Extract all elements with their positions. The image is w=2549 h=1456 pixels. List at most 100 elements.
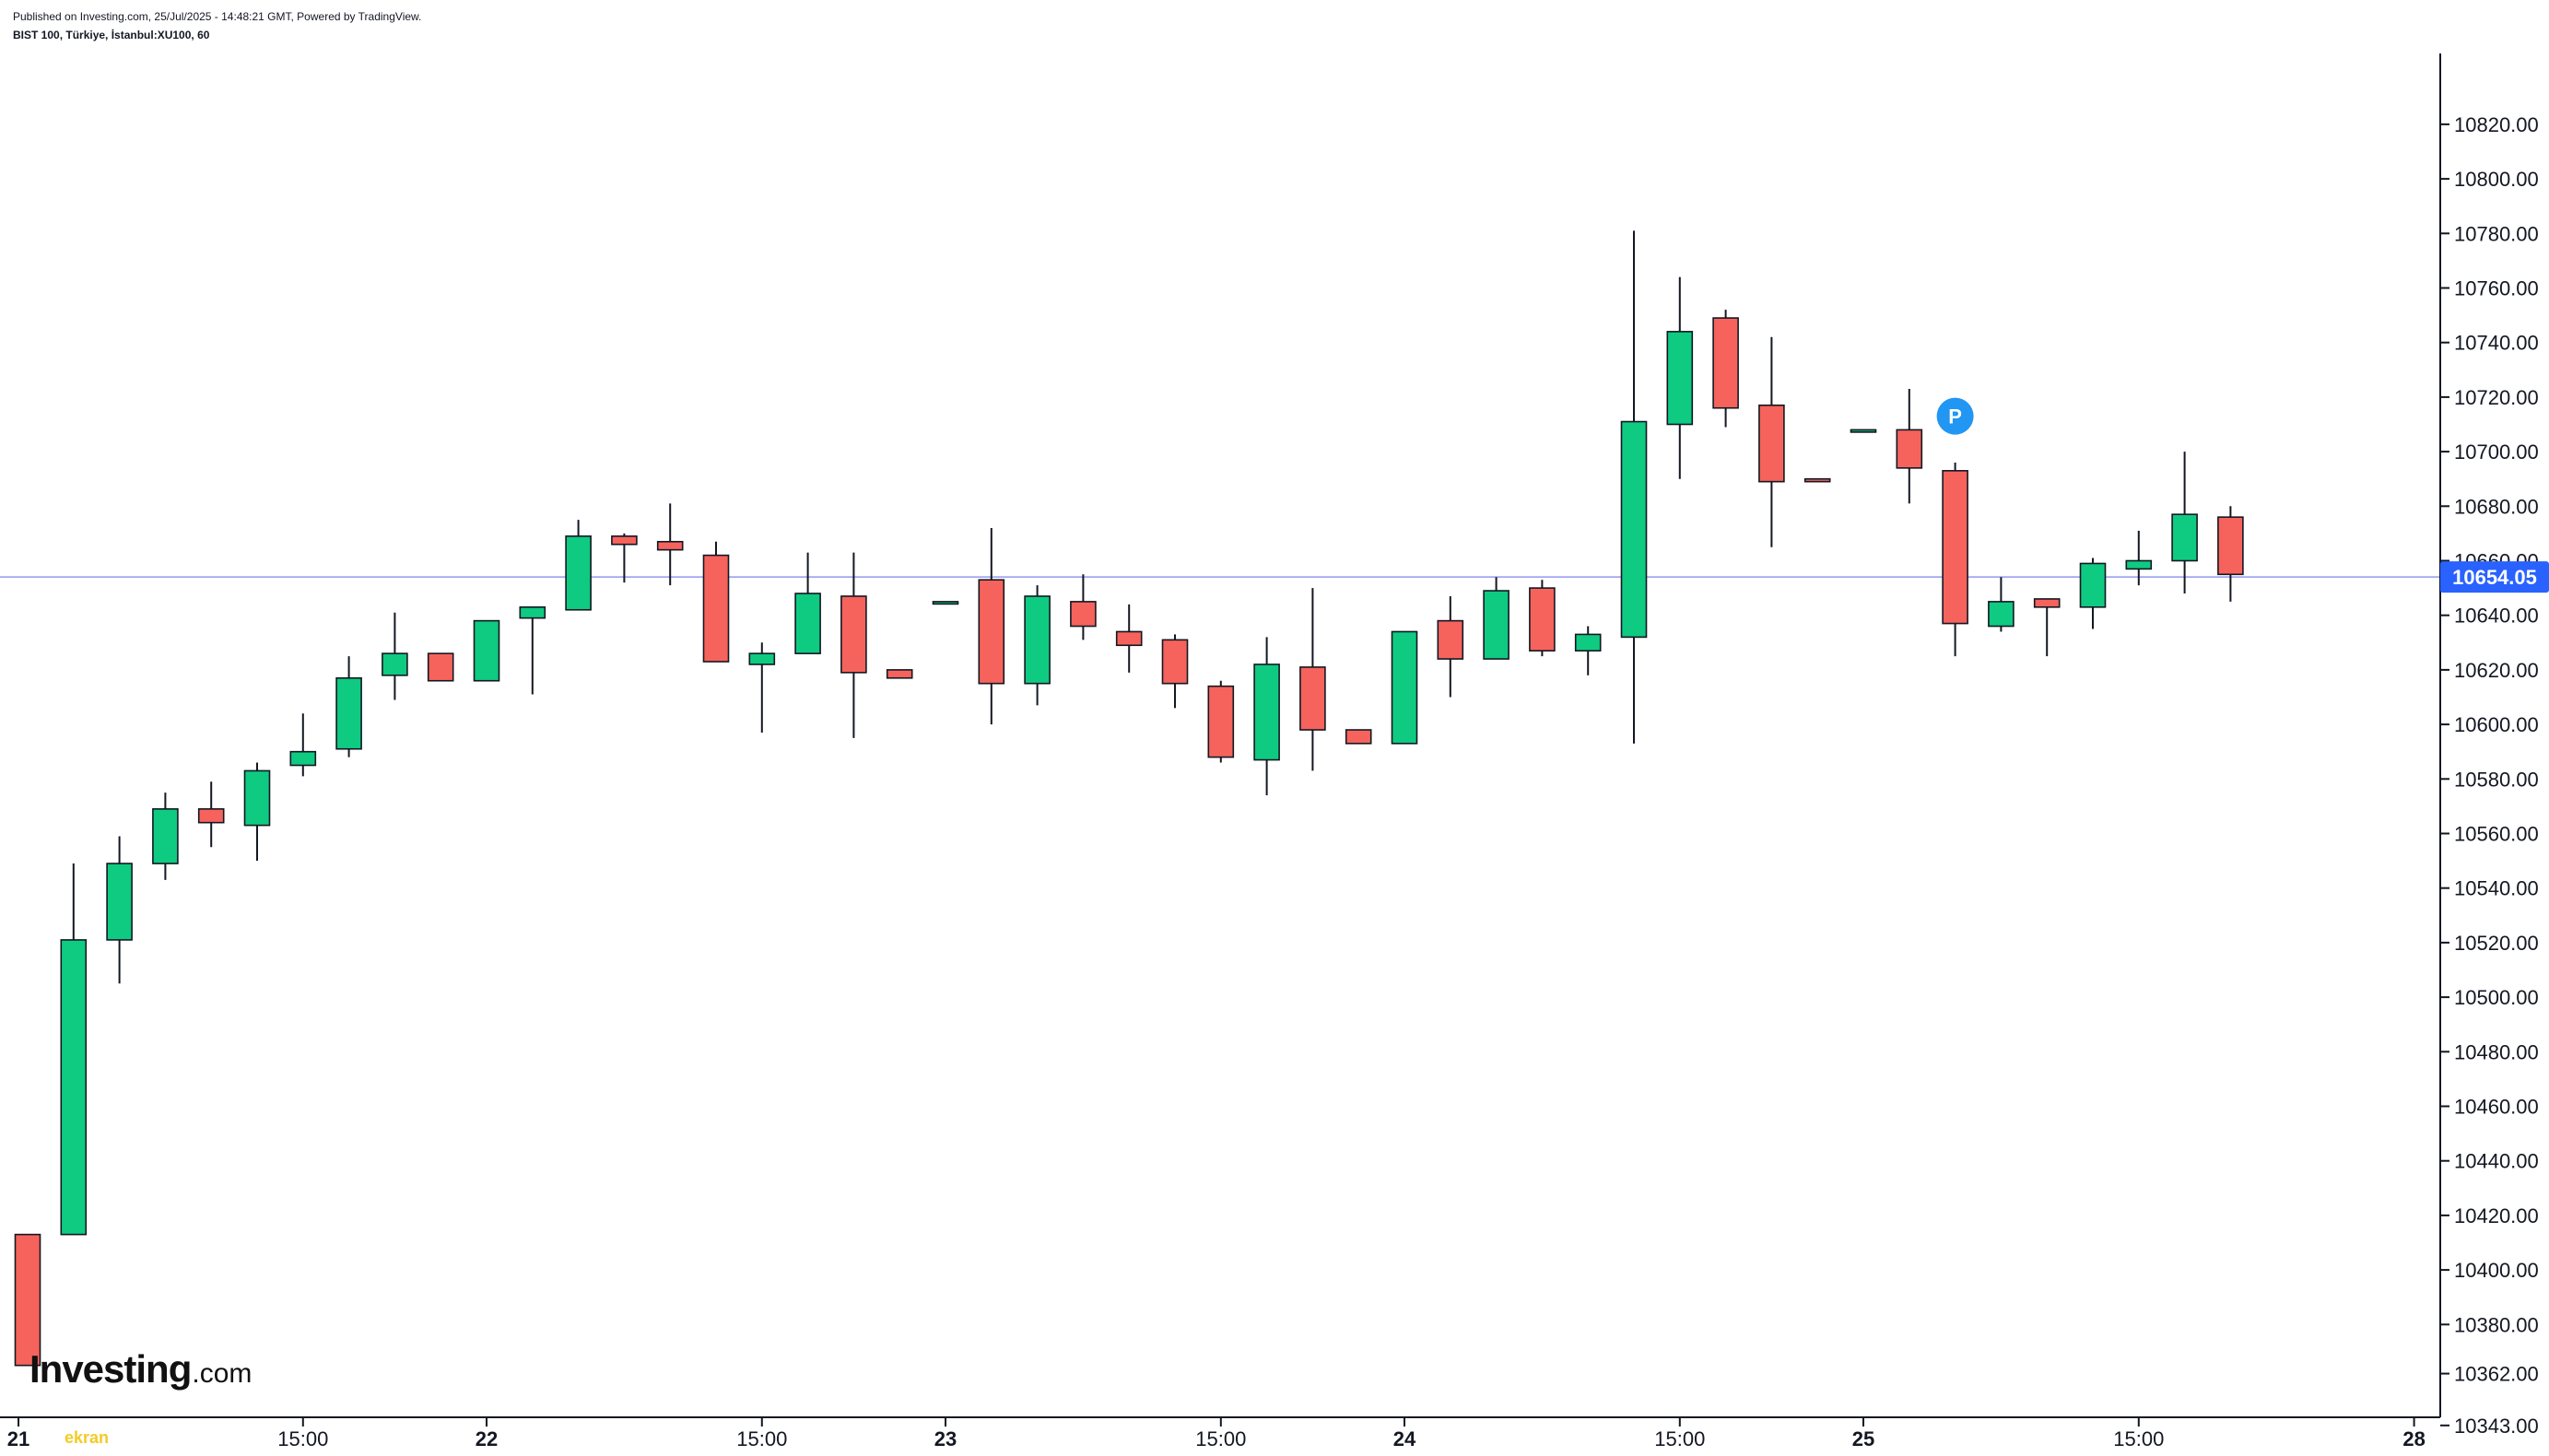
y-tick-label: 10720.00 bbox=[2454, 386, 2539, 409]
candle-body-down bbox=[1712, 317, 1739, 409]
candle-body-down bbox=[427, 652, 454, 682]
y-tick-label: 10440.00 bbox=[2454, 1150, 2539, 1173]
candle[interactable] bbox=[1712, 310, 1739, 428]
candle[interactable] bbox=[1942, 462, 1968, 657]
logo-brand: Investing bbox=[29, 1347, 192, 1391]
candle[interactable] bbox=[1070, 574, 1097, 640]
candles-layer bbox=[14, 230, 2244, 1367]
candle[interactable] bbox=[243, 762, 271, 862]
candle[interactable] bbox=[382, 612, 408, 700]
candle-body-down bbox=[14, 1233, 41, 1367]
candle[interactable] bbox=[1574, 626, 1602, 675]
candle[interactable] bbox=[840, 552, 867, 738]
candle[interactable] bbox=[1803, 477, 1831, 483]
candle-body-down bbox=[1942, 470, 1968, 625]
candle[interactable] bbox=[1161, 634, 1189, 709]
candle[interactable] bbox=[106, 836, 133, 984]
candle[interactable] bbox=[197, 781, 225, 848]
candle[interactable] bbox=[978, 527, 1005, 725]
y-tick-label: 10400.00 bbox=[2454, 1259, 2539, 1282]
candle-body-down bbox=[702, 554, 730, 663]
last-price-tag-label: 10654.05 bbox=[2452, 566, 2537, 589]
candle[interactable] bbox=[427, 652, 454, 682]
candle[interactable] bbox=[886, 669, 913, 679]
candle[interactable] bbox=[335, 656, 362, 757]
candle[interactable] bbox=[748, 642, 776, 733]
x-tick-label: 15:00 bbox=[736, 1427, 787, 1450]
candle-body-up bbox=[60, 939, 88, 1236]
candle[interactable] bbox=[473, 619, 500, 682]
candle[interactable] bbox=[1896, 389, 1923, 504]
candle[interactable] bbox=[1666, 276, 1694, 479]
y-tick-label: 10500.00 bbox=[2454, 986, 2539, 1009]
candle[interactable] bbox=[60, 863, 88, 1236]
candle[interactable] bbox=[565, 520, 592, 611]
last-price-tag: 10654.05 bbox=[2440, 561, 2549, 593]
candle[interactable] bbox=[1024, 585, 1051, 706]
candle[interactable] bbox=[152, 793, 179, 880]
candle[interactable] bbox=[1988, 577, 2015, 632]
candle[interactable] bbox=[1758, 336, 1785, 547]
candle-body-down bbox=[1299, 666, 1326, 731]
candle[interactable] bbox=[1345, 729, 1372, 745]
candle-body-down bbox=[1803, 477, 1831, 483]
x-tick-label: 15:00 bbox=[2113, 1427, 2164, 1450]
candle[interactable] bbox=[14, 1233, 41, 1367]
x-tick-label: 28 bbox=[2402, 1427, 2425, 1450]
p-marker-badge[interactable]: P bbox=[1936, 397, 1974, 435]
candle-body-up bbox=[152, 808, 179, 864]
candle[interactable] bbox=[1207, 680, 1235, 763]
y-tick-label: 10780.00 bbox=[2454, 222, 2539, 245]
x-tick-label: 22 bbox=[476, 1427, 498, 1450]
y-tick-label: 10740.00 bbox=[2454, 332, 2539, 355]
candle[interactable] bbox=[1437, 595, 1464, 698]
candle[interactable] bbox=[1391, 630, 1418, 745]
candle[interactable] bbox=[2033, 598, 2061, 657]
candle[interactable] bbox=[1299, 588, 1326, 771]
x-tick-label: 25 bbox=[1852, 1427, 1874, 1450]
candle-body-down bbox=[886, 669, 913, 679]
y-tick-label: 10800.00 bbox=[2454, 168, 2539, 191]
candle[interactable] bbox=[611, 533, 638, 583]
candle-body-down bbox=[2217, 516, 2244, 576]
y-tick-label: 10580.00 bbox=[2454, 768, 2539, 791]
candle[interactable] bbox=[1620, 230, 1648, 744]
candle-body-down bbox=[1896, 429, 1923, 469]
candle[interactable] bbox=[1253, 637, 1280, 796]
axis-layer: 10820.00 10800.00 10780.00 10760.00 10740.00… bbox=[0, 53, 2549, 1450]
candle[interactable] bbox=[1483, 577, 1509, 660]
candle[interactable] bbox=[2217, 506, 2244, 602]
candle[interactable] bbox=[1850, 429, 1877, 433]
candle[interactable] bbox=[702, 541, 730, 663]
candle-body-down bbox=[1529, 587, 1556, 652]
candle-body-down bbox=[1345, 729, 1372, 745]
candle[interactable] bbox=[1115, 604, 1143, 673]
x-tick-label: 24 bbox=[1393, 1427, 1416, 1450]
candle-body-up bbox=[1574, 633, 1602, 652]
y-tick-label: 10680.00 bbox=[2454, 495, 2539, 518]
candle[interactable] bbox=[519, 606, 546, 695]
candle-body-up bbox=[1253, 663, 1280, 761]
candle[interactable] bbox=[289, 713, 317, 777]
candle-body-down bbox=[2033, 598, 2061, 608]
candle[interactable] bbox=[794, 552, 821, 654]
candle[interactable] bbox=[2079, 558, 2107, 629]
x-tick-label: 15:00 bbox=[1195, 1427, 1246, 1450]
p-marker-circle bbox=[1936, 397, 1974, 435]
candle-body-up bbox=[382, 652, 408, 676]
candle-body-down bbox=[611, 535, 638, 546]
candle[interactable] bbox=[656, 503, 684, 586]
y-tick-label: 10520.00 bbox=[2454, 932, 2539, 955]
candle-body-down bbox=[656, 540, 684, 551]
candle-body-down bbox=[1115, 630, 1143, 647]
candle[interactable] bbox=[2171, 452, 2198, 594]
candle[interactable] bbox=[932, 601, 959, 605]
published-note: Published on Investing.com, 25/Jul/2025 … bbox=[13, 10, 422, 23]
candle-body-down bbox=[1207, 685, 1235, 758]
x-tick-label: 15:00 bbox=[277, 1427, 328, 1450]
candle[interactable] bbox=[2125, 530, 2153, 586]
y-tick-label: 10760.00 bbox=[2454, 277, 2539, 300]
x-tick-label: 23 bbox=[934, 1427, 957, 1450]
candle[interactable] bbox=[1529, 580, 1556, 657]
